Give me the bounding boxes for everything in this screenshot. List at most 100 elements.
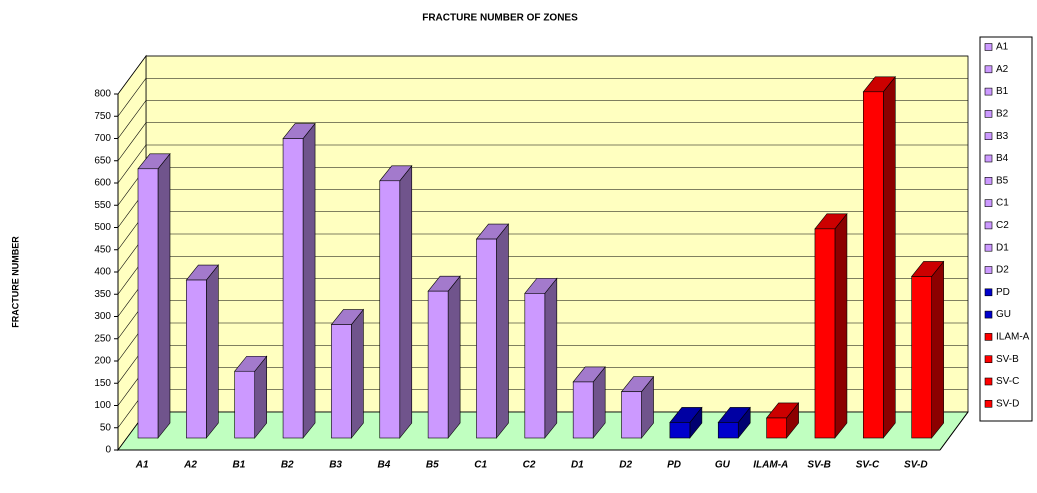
legend-swatch [984,177,993,185]
y-tick-label: 250 [94,333,111,344]
x-tick-label: A2 [183,460,197,471]
x-tick-label: ILAM-A [753,460,788,471]
bar-front [621,391,642,439]
bar-front [282,138,304,439]
legend-swatch [984,199,993,207]
bar-front [717,422,739,439]
bar [379,164,413,439]
legend-label: C2 [996,220,1009,231]
bar-side [302,122,316,439]
legend-label: B3 [996,131,1009,142]
bar-side [206,264,219,439]
y-tick-label: 400 [94,267,111,278]
bar-front [186,279,207,439]
bar [572,366,606,439]
y-tick-label: 800 [94,89,111,100]
bar-side [157,152,171,439]
legend-swatch [984,266,993,274]
legend-swatch [984,399,993,408]
x-tick-label: D1 [571,460,584,471]
bar-side [447,275,461,439]
y-tick-label: 150 [94,378,111,389]
legend-swatch [984,154,993,163]
bar-front [234,370,256,439]
bar-front [814,228,836,439]
bar-front [669,422,691,439]
legend-swatch [984,355,993,364]
x-tick-label: PD [667,460,681,471]
legend-swatch [984,221,993,230]
y-tick-label: 550 [94,200,111,211]
x-tick-label: C2 [523,460,536,471]
legend-swatch [984,243,993,252]
bar-side [931,260,944,439]
x-tick-label: C1 [474,460,487,471]
grid-line [117,100,968,139]
right-edge [939,411,969,451]
legend-label: D1 [996,242,1009,253]
bar [765,402,800,439]
y-tick-label: 50 [100,422,112,433]
bar-front [379,180,401,439]
x-tick-label: SV-D [904,460,928,471]
legend-label: A1 [996,42,1009,53]
bar-front [911,276,932,439]
legend-swatch [984,333,993,341]
grid-line [117,77,968,117]
x-tick-label: D2 [619,460,632,471]
legend-label: PD [996,287,1010,298]
bar-front [427,290,449,439]
x-tick-label: B1 [232,460,245,471]
y-tick-label: 450 [94,244,111,255]
legend-label: SV-B [996,354,1019,365]
bar-front [137,168,159,439]
bar [862,75,896,439]
bar-front [331,324,352,439]
x-tick-label: A1 [135,460,149,471]
legend-label: SV-D [996,398,1019,409]
bar [814,212,848,439]
y-tick-label: 600 [94,178,111,189]
x-tick-label: SV-C [856,460,880,471]
bar [717,406,751,439]
bar [620,375,655,439]
legend-swatch [984,43,993,51]
x-tick-label: SV-B [807,460,831,471]
y-tick-label: 350 [94,289,111,300]
bar-side [496,223,509,439]
legend-label: GU [996,309,1011,320]
bar [669,406,703,439]
y-tick-label: 100 [94,400,111,411]
legend-label: ILAM-A [996,332,1030,343]
bar [234,355,268,439]
grid-line [117,144,968,184]
bar-side [399,164,413,439]
bar [524,277,558,439]
legend-label: SV-C [996,376,1019,387]
legend-swatch [984,132,993,140]
legend-label: B2 [996,109,1009,120]
legend-label: B5 [996,175,1009,186]
y-tick-label: 300 [94,311,111,322]
legend-label: B4 [996,153,1009,164]
chart-title: FRACTURE NUMBER OF ZONES [422,13,578,24]
bar [185,264,219,439]
grid-line [117,122,968,161]
bar-side [351,308,364,439]
x-tick-label: B2 [281,460,294,471]
legend-swatch [984,110,993,118]
legend-label: A2 [996,64,1009,75]
bar-side [834,212,848,439]
bar-front [862,91,884,439]
bar-front [524,293,546,439]
bar [911,260,945,439]
y-tick-label: 650 [94,155,111,166]
bar-front [766,417,787,439]
bar [330,308,365,439]
bar [427,275,461,439]
legend-swatch [984,65,993,74]
y-tick-label: 500 [94,222,111,233]
bar-front [572,381,594,439]
x-tick-label: B5 [426,460,439,471]
